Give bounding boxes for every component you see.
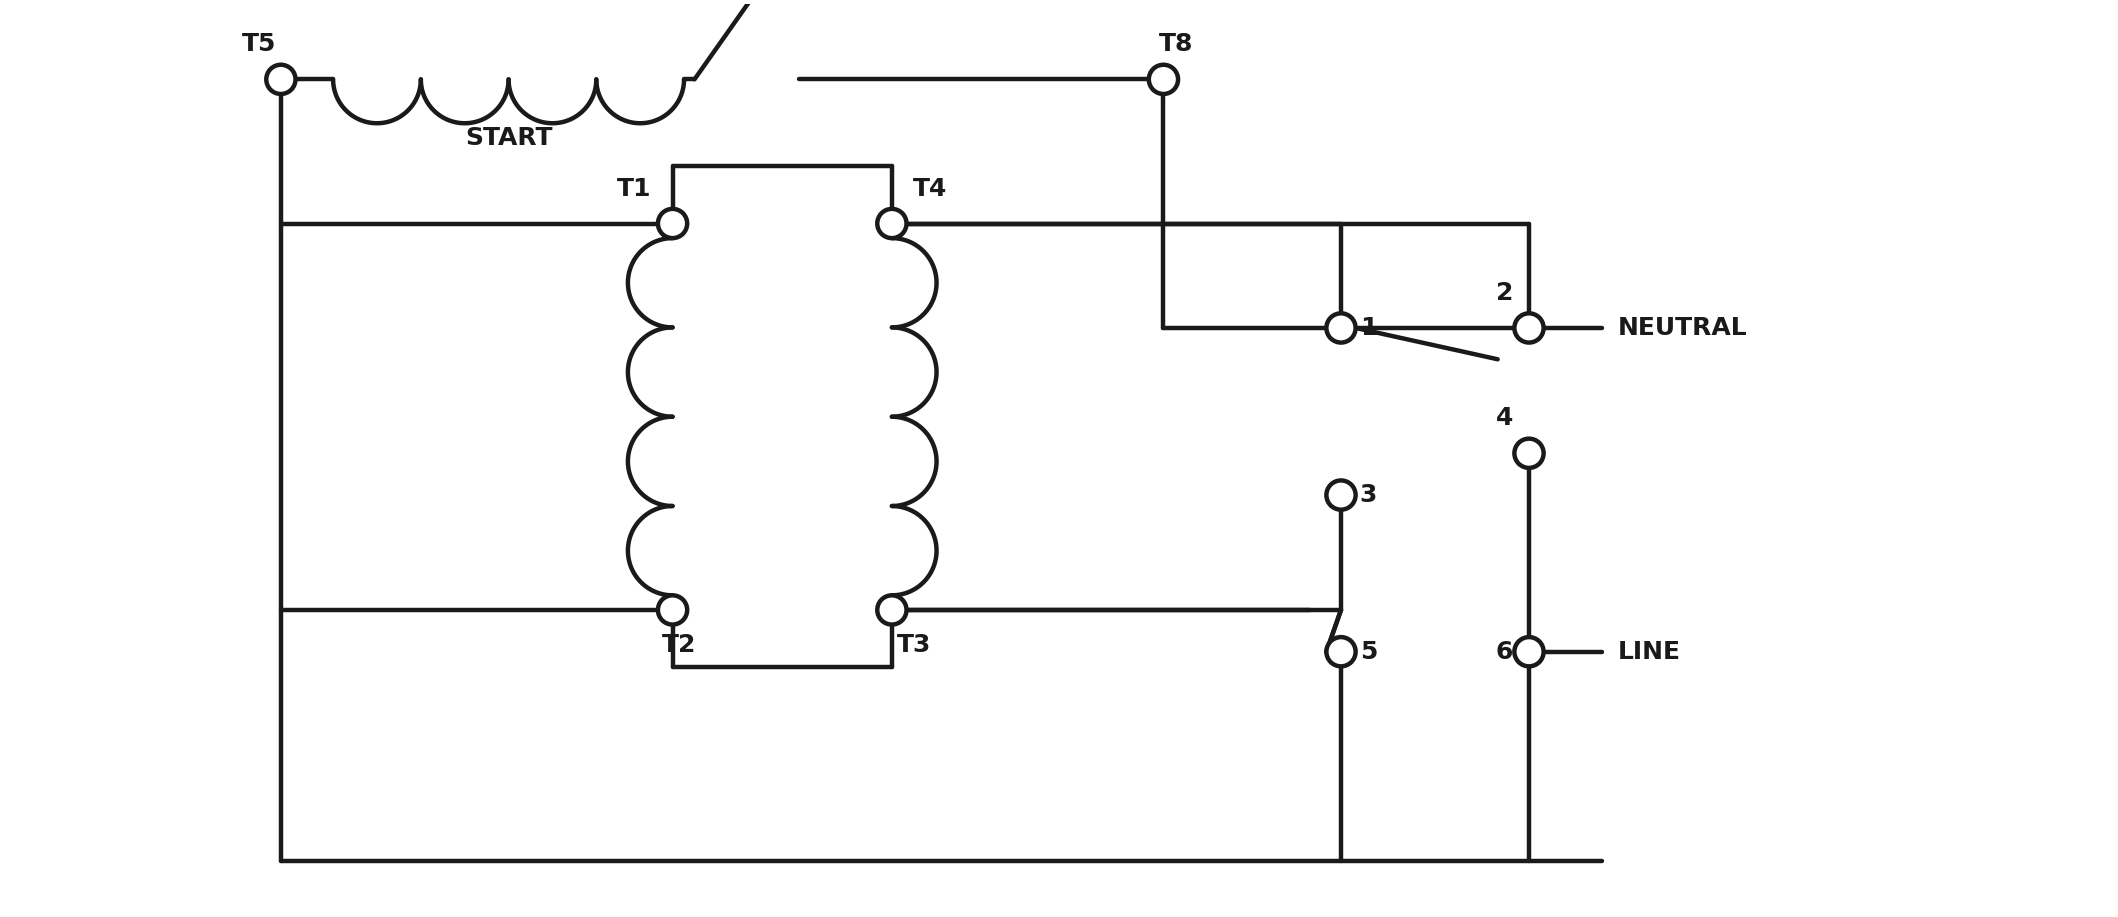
- Circle shape: [1326, 314, 1356, 343]
- Circle shape: [1326, 637, 1356, 667]
- Circle shape: [1514, 314, 1544, 343]
- Text: 3: 3: [1360, 483, 1377, 507]
- Text: NEUTRAL: NEUTRAL: [1618, 316, 1747, 340]
- Circle shape: [1514, 637, 1544, 667]
- Text: T2: T2: [663, 633, 697, 657]
- Circle shape: [1326, 481, 1356, 510]
- Text: 2: 2: [1495, 281, 1514, 305]
- Text: T4: T4: [913, 176, 947, 201]
- Text: 5: 5: [1360, 640, 1377, 664]
- Circle shape: [877, 595, 907, 624]
- Text: LINE: LINE: [1618, 640, 1682, 664]
- Text: 1: 1: [1360, 316, 1377, 340]
- Text: 4: 4: [1495, 406, 1514, 430]
- Circle shape: [659, 595, 686, 624]
- Text: T5: T5: [241, 32, 277, 56]
- Circle shape: [659, 209, 686, 238]
- Text: T8: T8: [1159, 32, 1195, 56]
- Circle shape: [267, 65, 297, 94]
- Text: T1: T1: [616, 176, 652, 201]
- Text: T3: T3: [898, 633, 932, 657]
- Circle shape: [877, 209, 907, 238]
- Circle shape: [1514, 438, 1544, 468]
- Text: 6: 6: [1495, 640, 1514, 664]
- Text: START: START: [464, 127, 553, 150]
- Circle shape: [1148, 65, 1178, 94]
